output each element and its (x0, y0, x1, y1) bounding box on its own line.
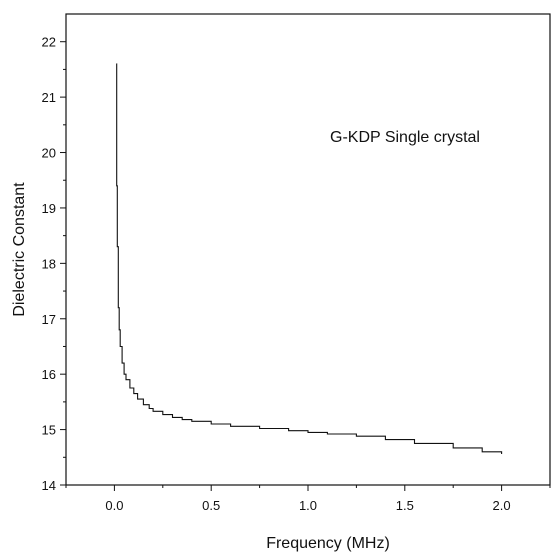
plot-frame (65, 13, 551, 486)
dielectric-constant-series-line (116, 63, 503, 454)
y-tick-label: 16 (42, 367, 56, 382)
x-tick-label: 2.0 (493, 498, 511, 513)
y-tick-label: 17 (42, 312, 56, 327)
x-tick-label: 0.0 (105, 498, 123, 513)
y-tick-label: 20 (42, 146, 56, 161)
y-tick-label: 22 (42, 35, 56, 50)
y-tick-label: 21 (42, 90, 56, 105)
x-tick-label: 1.5 (396, 498, 414, 513)
x-axis-title: Frequency (MHz) (266, 535, 390, 552)
chart-annotation: G-KDP Single crystal (330, 129, 480, 146)
x-tick-label: 1.0 (299, 498, 317, 513)
y-tick-label: 18 (42, 256, 56, 271)
x-axis-ticks: 0.0 0.5 1.0 1.5 2.0 (65, 485, 551, 513)
y-axis-ticks: 14 15 16 17 18 19 20 21 22 (42, 35, 66, 493)
y-axis-title: Dielectric Constant (11, 182, 28, 317)
y-tick-label: 14 (42, 478, 56, 493)
plot-area (65, 13, 551, 486)
y-tick-label: 15 (42, 423, 56, 438)
y-tick-label: 19 (42, 201, 56, 216)
x-tick-label: 0.5 (202, 498, 220, 513)
